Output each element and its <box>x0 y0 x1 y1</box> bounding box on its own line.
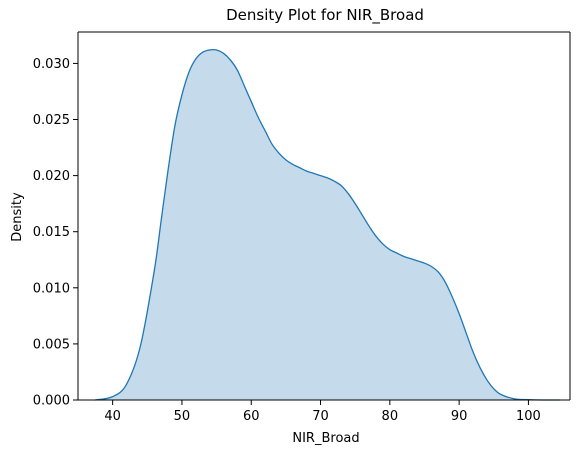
y-tick-label: 0.030 <box>33 57 70 72</box>
x-tick-label: 50 <box>174 409 191 424</box>
density-area <box>95 50 559 400</box>
x-tick-label: 90 <box>451 409 468 424</box>
y-tick-label: 0.020 <box>33 169 70 184</box>
chart-title: Density Plot for NIR_Broad <box>226 6 424 25</box>
y-axis-label: Density <box>10 192 25 242</box>
y-tick-label: 0.025 <box>33 113 70 128</box>
y-tick-label: 0.010 <box>33 281 70 296</box>
y-tick-label: 0.015 <box>33 225 70 240</box>
x-tick-label: 70 <box>312 409 329 424</box>
plot-area: 40 50 60 70 80 90 100 0.000 0.005 0.010 0.015 0.020… <box>33 32 570 424</box>
x-tick-label: 40 <box>104 409 121 424</box>
x-tick-label: 80 <box>382 409 399 424</box>
x-tick-label: 60 <box>243 409 260 424</box>
y-tick-label: 0.000 <box>33 394 70 409</box>
y-tick-label: 0.005 <box>33 337 70 352</box>
x-axis-label: NIR_Broad <box>292 431 359 446</box>
x-tick-label: 100 <box>516 409 541 424</box>
